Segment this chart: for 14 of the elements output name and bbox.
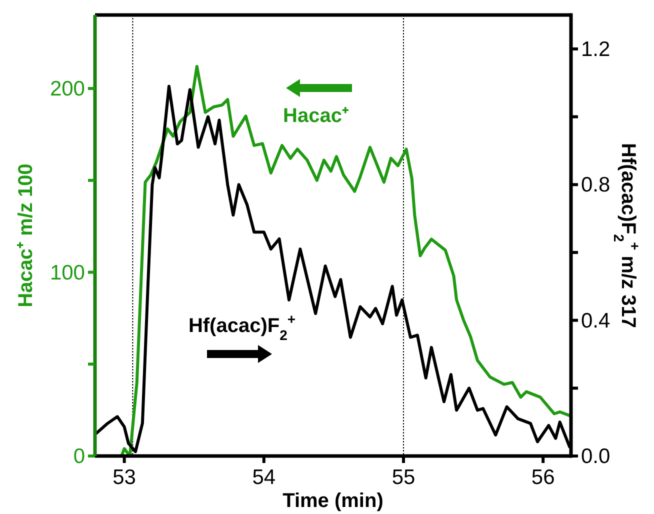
annotation: Hacac⁺ xyxy=(283,105,349,127)
y-tick-label: 0 xyxy=(73,445,85,468)
y2-tick-label: 0.0 xyxy=(581,445,610,468)
x-tick-label: 56 xyxy=(531,466,555,489)
y2-tick-label: 0.4 xyxy=(581,309,611,332)
x-tick-label: 53 xyxy=(112,466,136,489)
x-tick-label: 54 xyxy=(252,466,276,489)
y2-tick-label: 1.2 xyxy=(581,38,610,61)
y-axis-title: Hacac⁺ m/z 100 xyxy=(15,164,37,308)
y2-tick-label: 0.8 xyxy=(581,174,610,197)
y-tick-label: 100 xyxy=(50,261,85,284)
y-tick-label: 200 xyxy=(50,78,85,100)
x-axis-title: Time (min) xyxy=(282,490,384,512)
x-tick-label: 55 xyxy=(392,466,416,489)
